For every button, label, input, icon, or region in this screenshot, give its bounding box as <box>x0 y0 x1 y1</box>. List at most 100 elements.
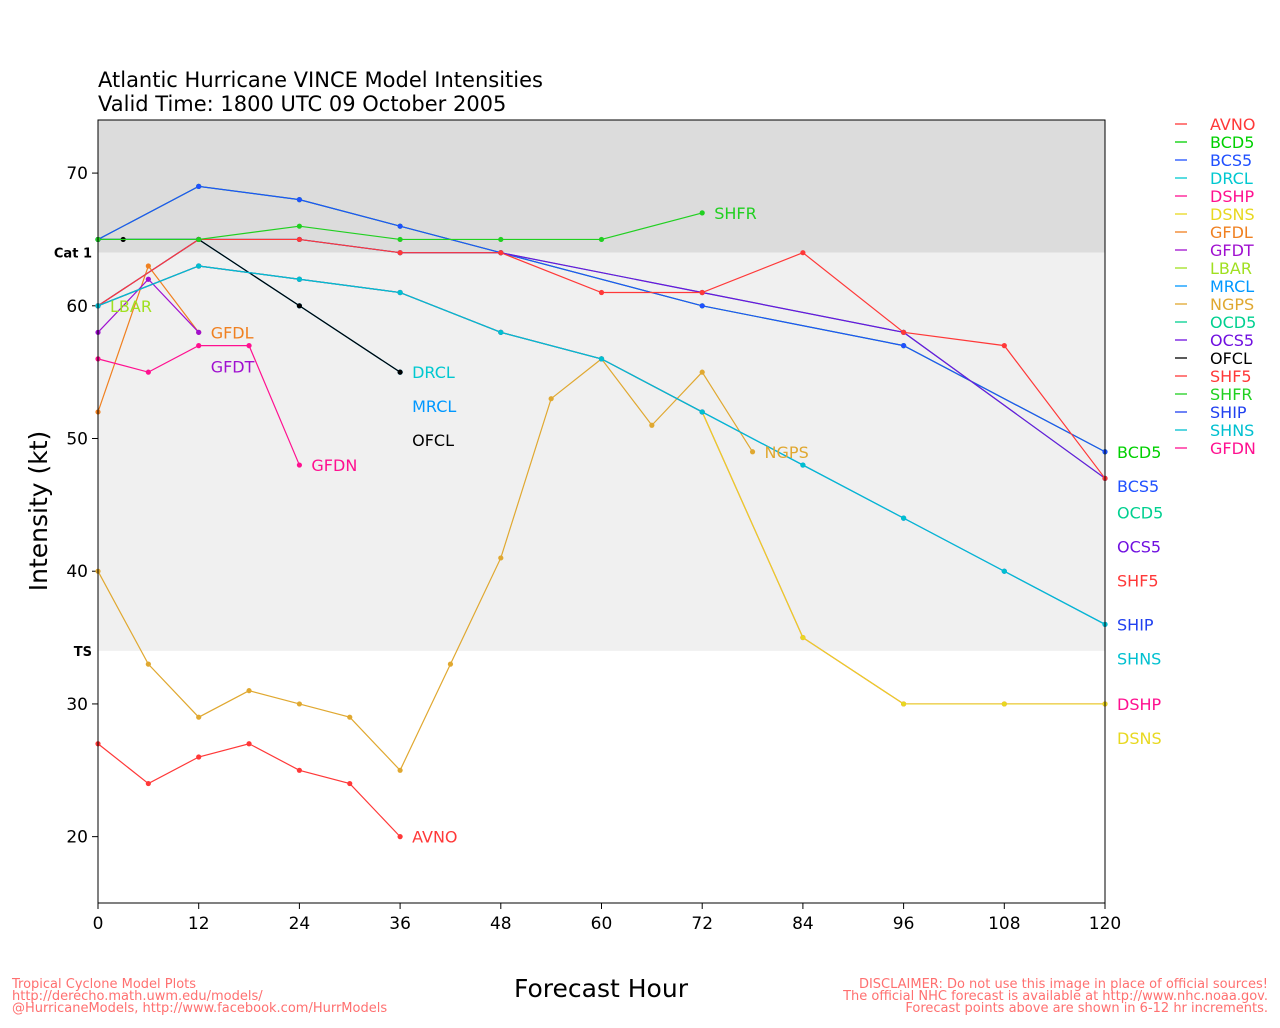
series-avno <box>95 741 403 840</box>
data-point <box>145 369 151 375</box>
band-label: TS <box>74 645 92 660</box>
series-end-labels: AVNO BCD5 BCS5 DRCL DSHP DSNS GFDL GFDT LBAR MRCL… <box>110 204 1163 847</box>
legend-item-dsns: DSNS <box>1175 205 1255 224</box>
x-tick-label: 60 <box>591 914 613 934</box>
data-point <box>800 462 806 468</box>
y-axis-label: Intensity (kt) <box>24 431 53 592</box>
footer-left-line[interactable]: @HurricaneModels, http://www.facebook.co… <box>12 1001 387 1016</box>
legend-label: DSNS <box>1210 205 1255 224</box>
legend-label: OCD5 <box>1210 313 1256 332</box>
series-ngps <box>95 356 756 773</box>
data-point <box>196 183 202 189</box>
y-tick-label: 40 <box>66 562 88 582</box>
legend-item-bcs5: BCS5 <box>1175 151 1252 170</box>
data-point <box>196 714 202 720</box>
data-point <box>447 661 454 667</box>
series-end-label: BCD5 <box>1117 443 1161 462</box>
data-point <box>498 250 504 256</box>
footer-left-line: Tropical Cyclone Model Plots <box>11 977 196 992</box>
legend-item-shns: SHNS <box>1175 421 1254 440</box>
data-point <box>296 276 302 282</box>
legend: AVNOBCD5BCS5DRCLDSHPDSNSGFDLGFDTLBARMRCL… <box>1175 115 1256 458</box>
data-point <box>246 688 252 694</box>
data-point <box>498 555 504 561</box>
legend-label: BCD5 <box>1210 133 1254 152</box>
data-point <box>296 236 302 243</box>
data-point <box>196 236 202 243</box>
x-tick-label: 120 <box>1089 914 1121 934</box>
legend-label: SHFR <box>1210 385 1253 404</box>
legend-label: GFDN <box>1210 439 1256 458</box>
series-gfdn <box>95 343 302 468</box>
series-line <box>97 743 401 838</box>
data-point <box>347 714 353 720</box>
footer-left: Tropical Cyclone Model Plots http://dere… <box>11 977 387 1016</box>
data-point <box>296 197 302 203</box>
series-end-label: NGPS <box>765 443 809 462</box>
y-tick-label: 30 <box>66 695 88 715</box>
legend-label: SHNS <box>1210 421 1254 440</box>
series-layer <box>95 183 1108 840</box>
footer-left-line[interactable]: http://derecho.math.uwm.edu/models/ <box>12 989 263 1004</box>
x-tick-label: 72 <box>691 914 713 934</box>
data-point <box>397 250 403 256</box>
x-tick-label: 108 <box>988 914 1020 934</box>
data-point <box>598 289 605 296</box>
intensity-bands: Cat 1 TS <box>54 120 1105 660</box>
legend-label: OFCL <box>1210 349 1252 368</box>
plot-frame <box>97 119 1106 904</box>
legend-label: MRCL <box>1210 277 1254 296</box>
data-point <box>699 369 705 375</box>
data-point <box>699 303 705 309</box>
legend-item-lbar: LBAR <box>1175 259 1252 278</box>
legend-item-gfdn: GFDN <box>1175 439 1256 458</box>
data-point <box>1001 568 1007 574</box>
data-point <box>397 289 403 296</box>
data-point <box>145 276 151 282</box>
legend-label: SHF5 <box>1210 367 1252 386</box>
legend-label: LBAR <box>1210 259 1252 278</box>
y-tick-label: 60 <box>66 297 88 317</box>
data-point <box>196 329 202 335</box>
series-end-label: DRCL <box>412 363 455 382</box>
x-tick-label: 84 <box>792 914 814 934</box>
footer-right-line: DISCLAIMER: Do not use this image in pla… <box>859 977 1268 992</box>
x-tick-label: 12 <box>188 914 210 934</box>
data-point <box>598 236 605 243</box>
data-point <box>901 343 907 349</box>
legend-item-gfdl: GFDL <box>1175 223 1253 242</box>
legend-label: DSHP <box>1210 187 1255 206</box>
legend-item-dshp: DSHP <box>1175 187 1255 206</box>
series-end-label: MRCL <box>412 397 456 416</box>
series-end-label: SHFR <box>714 204 757 223</box>
legend-item-ocd5: OCD5 <box>1175 313 1256 332</box>
data-point <box>901 515 907 521</box>
data-point <box>246 343 252 349</box>
series-end-label: BCS5 <box>1117 477 1159 496</box>
y-tick-label: 50 <box>66 430 88 450</box>
series-end-label: SHF5 <box>1117 571 1159 590</box>
y-tick-label: 20 <box>66 828 88 848</box>
data-point <box>145 661 151 667</box>
data-point <box>598 356 605 362</box>
chart-subtitle: Valid Time: 1800 UTC 09 October 2005 <box>98 92 506 116</box>
data-point <box>699 409 705 415</box>
data-point <box>1001 343 1007 349</box>
legend-item-ocs5: OCS5 <box>1175 331 1254 350</box>
data-point <box>296 303 302 309</box>
data-point <box>800 634 806 641</box>
legend-item-ship: SHIP <box>1175 403 1247 422</box>
legend-label: NGPS <box>1210 295 1254 314</box>
data-point <box>296 701 302 707</box>
series-line <box>97 358 754 772</box>
data-point <box>397 236 403 243</box>
legend-item-shf5: SHF5 <box>1175 367 1252 386</box>
data-point <box>196 263 202 269</box>
legend-item-ofcl: OFCL <box>1175 349 1252 368</box>
series-shfr <box>95 210 705 243</box>
data-point <box>901 329 907 335</box>
data-point <box>296 767 302 773</box>
legend-item-ngps: NGPS <box>1175 295 1254 314</box>
data-point <box>548 396 554 402</box>
